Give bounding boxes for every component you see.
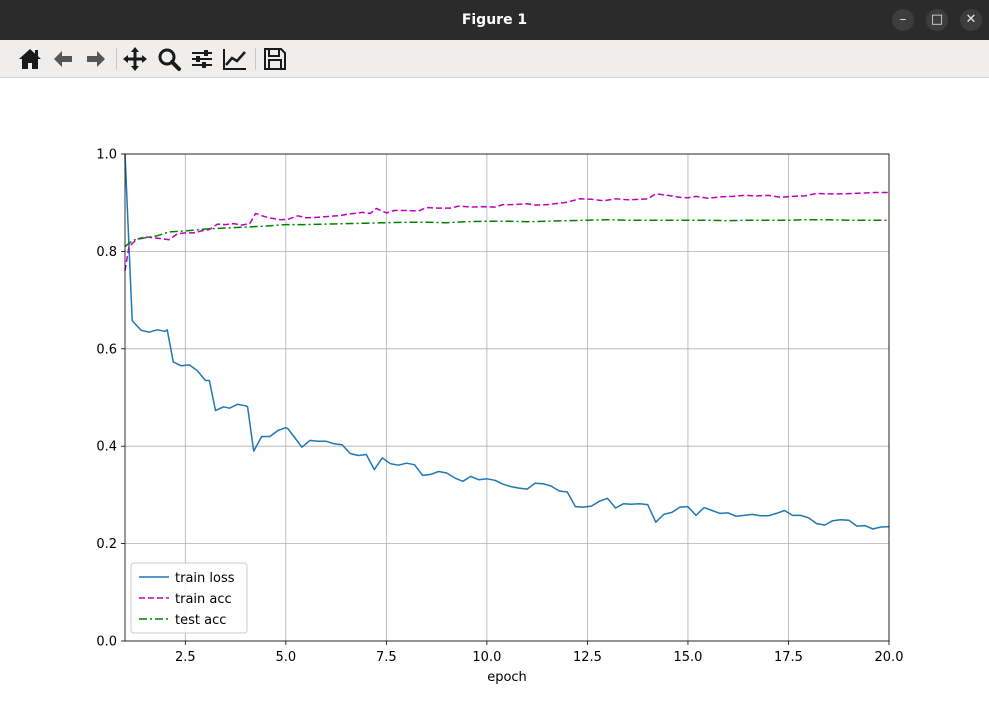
- series-line-test-acc: [124, 218, 889, 248]
- move-pan-icon: [123, 47, 147, 71]
- y-tick-label: 0.0: [96, 635, 117, 650]
- x-tick-label: 17.5: [774, 650, 803, 665]
- legend-label-train-loss: train loss: [175, 571, 235, 586]
- window-titlebar: Figure 1 – □ ✕: [0, 0, 989, 40]
- close-button[interactable]: ✕: [960, 9, 982, 31]
- y-tick-label: 0.4: [96, 440, 117, 455]
- x-tick-label: 5.0: [275, 650, 296, 665]
- window-title: Figure 1: [461, 12, 528, 28]
- x-tick-label: 15.0: [673, 650, 702, 665]
- plot-area: [125, 154, 889, 641]
- save-button[interactable]: [260, 44, 290, 74]
- back-arrow-icon: [54, 51, 72, 67]
- line-chart: 2.5 5.0 7.5 10.0 12.5 15.0 17.5 20.0 0.0 0.2 0.4 0.…: [96, 148, 904, 686]
- x-tick-label: 20.0: [875, 650, 904, 665]
- legend-label-train-acc: train acc: [175, 592, 232, 607]
- back-button[interactable]: [48, 44, 78, 74]
- forward-button[interactable]: [81, 44, 111, 74]
- figure-canvas[interactable]: 2.5 5.0 7.5 10.0 12.5 15.0 17.5 20.0 0.0 0.2 0.4 0.…: [0, 78, 989, 708]
- y-tick-label: 0.2: [96, 537, 117, 552]
- x-axis-label: epoch: [487, 670, 527, 685]
- legend-label-test-acc: test acc: [175, 613, 226, 628]
- y-tick-label: 0.6: [96, 342, 117, 357]
- x-tick-label: 12.5: [573, 650, 602, 665]
- home-icon: [19, 49, 41, 69]
- edit-axis-button[interactable]: [220, 44, 250, 74]
- zoom-button[interactable]: [154, 44, 184, 74]
- y-tick-label: 1.0: [96, 148, 117, 163]
- legend-box: [130, 562, 248, 634]
- maximize-button[interactable]: □: [926, 9, 948, 31]
- x-tick-label: 10.0: [472, 650, 501, 665]
- zoom-icon: [158, 48, 181, 71]
- axes-frame: [124, 153, 890, 642]
- x-tick-label: 2.5: [175, 650, 196, 665]
- edit-axis-icon: [223, 49, 246, 70]
- pan-button[interactable]: [120, 44, 150, 74]
- toolbar-separator: [116, 48, 117, 70]
- forward-arrow-icon: [87, 51, 105, 67]
- navigation-toolbar: [0, 40, 989, 78]
- y-tick-label: 0.8: [96, 245, 117, 260]
- series-line-train-acc: [124, 191, 889, 272]
- save-icon: [264, 48, 286, 70]
- toolbar-separator: [255, 48, 256, 70]
- configure-subplots-icon: [192, 50, 212, 68]
- x-tick-label: 7.5: [376, 650, 397, 665]
- series-line-train-loss: [124, 153, 890, 530]
- minimize-button[interactable]: –: [892, 9, 914, 31]
- home-button[interactable]: [15, 44, 45, 74]
- configure-subplots-button[interactable]: [187, 44, 217, 74]
